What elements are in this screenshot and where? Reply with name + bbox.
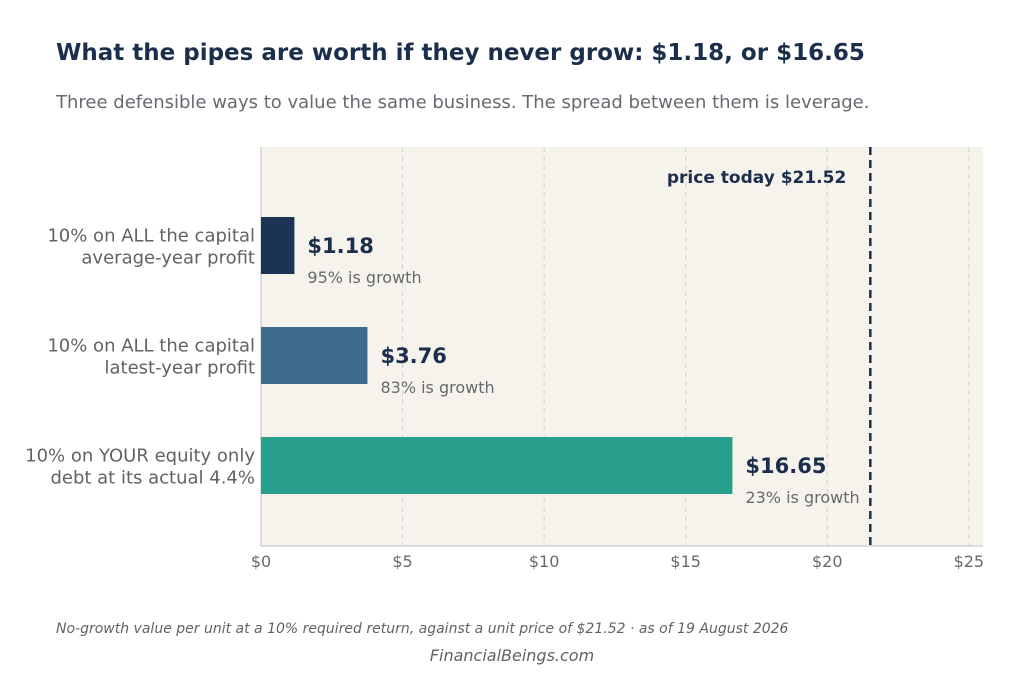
x-tick-label: $25: [954, 552, 985, 571]
category-label: 10% on ALL the capital: [47, 226, 255, 247]
bar: [261, 217, 295, 274]
data-sublabel: 23% is growth: [745, 488, 859, 507]
data-label: $1.18: [307, 234, 373, 258]
category-label: average-year profit: [81, 248, 255, 269]
bar: [261, 327, 368, 384]
category-label: 10% on ALL the capital: [47, 336, 255, 357]
category-label: 10% on YOUR equity only: [25, 446, 255, 467]
brand-credit: FinancialBeings.com: [429, 646, 595, 665]
data-sublabel: 95% is growth: [307, 268, 421, 287]
data-sublabel: 83% is growth: [380, 378, 494, 397]
chart-title: What the pipes are worth if they never g…: [56, 40, 865, 66]
x-tick-label: $20: [812, 552, 843, 571]
chart-subtitle: Three defensible ways to value the same …: [56, 92, 870, 113]
footnote: No-growth value per unit at a 10% requir…: [56, 621, 789, 637]
x-tick-label: $0: [251, 552, 271, 571]
price-reference-label: price today $21.52: [667, 168, 846, 188]
category-label: latest-year profit: [105, 358, 256, 379]
x-tick-label: $15: [670, 552, 701, 571]
category-label: debt at its actual 4.4%: [50, 468, 255, 489]
data-label: $16.65: [745, 454, 826, 478]
x-tick-label: $10: [529, 552, 560, 571]
data-label: $3.76: [380, 344, 446, 368]
bar: [261, 437, 733, 494]
x-tick-label: $5: [392, 552, 412, 571]
